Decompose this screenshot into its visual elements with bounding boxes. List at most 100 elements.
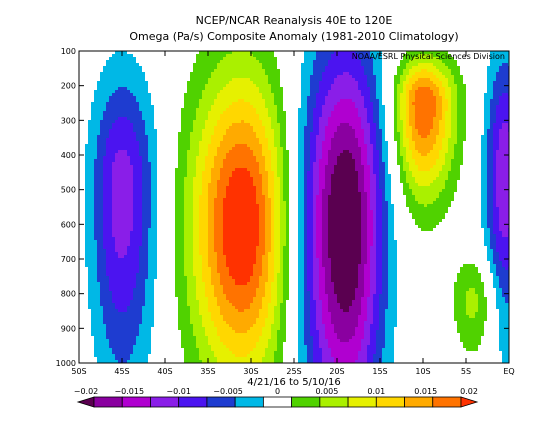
contour-cell xyxy=(286,150,289,153)
contour-cell xyxy=(139,141,142,144)
contour-cell xyxy=(109,165,112,168)
contour-cell xyxy=(415,168,418,171)
contour-cell xyxy=(193,66,196,69)
contour-cell xyxy=(259,66,262,69)
contour-cell xyxy=(316,156,319,159)
contour-cell xyxy=(334,129,337,132)
contour-cell xyxy=(148,135,151,138)
contour-cell xyxy=(199,105,202,108)
contour-cell xyxy=(262,147,265,150)
contour-cell xyxy=(409,114,412,117)
contour-cell xyxy=(436,78,439,81)
contour-cell xyxy=(319,153,322,156)
contour-cell xyxy=(307,51,310,54)
contour-cell xyxy=(493,135,496,138)
contour-cell xyxy=(451,150,454,153)
contour-cell xyxy=(262,51,265,54)
contour-cell xyxy=(487,102,490,105)
contour-cell xyxy=(127,99,130,102)
contour-cell xyxy=(106,150,109,153)
contour-cell xyxy=(133,57,136,60)
contour-cell xyxy=(136,138,139,141)
contour-cell xyxy=(310,141,313,144)
contour-cell xyxy=(187,123,190,126)
contour-cell xyxy=(253,174,256,177)
contour-cell xyxy=(205,150,208,153)
contour-cell xyxy=(370,159,373,162)
contour-cell xyxy=(373,105,376,108)
contour-cell xyxy=(412,150,415,153)
contour-cell xyxy=(91,138,94,141)
contour-cell xyxy=(85,168,88,171)
contour-cell xyxy=(334,174,337,177)
contour-cell xyxy=(154,138,157,141)
contour-cell xyxy=(397,87,400,90)
contour-cell xyxy=(196,90,199,93)
contour-cell xyxy=(457,84,460,87)
contour-cell xyxy=(136,114,139,117)
contour-cell xyxy=(97,156,100,159)
contour-cell xyxy=(490,174,493,177)
contour-cell xyxy=(430,171,433,174)
contour-cell xyxy=(400,96,403,99)
contour-cell xyxy=(379,66,382,69)
contour-cell xyxy=(232,132,235,135)
contour-cell xyxy=(184,93,187,96)
contour-cell xyxy=(115,117,118,120)
contour-cell xyxy=(379,168,382,171)
contour-cell xyxy=(460,108,463,111)
contour-cell xyxy=(241,111,244,114)
contour-cell xyxy=(382,144,385,147)
contour-cell xyxy=(136,159,139,162)
contour-cell xyxy=(277,87,280,90)
contour-cell xyxy=(403,87,406,90)
contour-cell xyxy=(268,72,271,75)
contour-cell xyxy=(307,120,310,123)
contour-cell xyxy=(355,90,358,93)
contour-cell xyxy=(121,75,124,78)
contour-cell xyxy=(115,177,118,180)
contour-cell xyxy=(355,93,358,96)
contour-cell xyxy=(301,174,304,177)
contour-cell xyxy=(424,120,427,123)
contour-cell xyxy=(382,126,385,129)
contour-cell xyxy=(280,177,283,180)
contour-cell xyxy=(274,57,277,60)
contour-cell xyxy=(268,90,271,93)
contour-cell xyxy=(118,171,121,174)
contour-cell xyxy=(493,168,496,171)
contour-cell xyxy=(226,120,229,123)
contour-cell xyxy=(313,174,316,177)
contour-cell xyxy=(106,144,109,147)
contour-cell xyxy=(373,174,376,177)
contour-cell xyxy=(424,162,427,165)
contour-cell xyxy=(433,153,436,156)
contour-cell xyxy=(409,75,412,78)
contour-cell xyxy=(133,150,136,153)
contour-cell xyxy=(244,72,247,75)
contour-cell xyxy=(433,54,436,57)
contour-cell xyxy=(451,144,454,147)
contour-cell xyxy=(94,165,97,168)
contour-cell xyxy=(325,126,328,129)
contour-cell xyxy=(109,168,112,171)
contour-cell xyxy=(142,147,145,150)
contour-cell xyxy=(445,75,448,78)
contour-cell xyxy=(412,159,415,162)
contour-cell xyxy=(268,123,271,126)
contour-cell xyxy=(253,69,256,72)
contour-cell xyxy=(256,117,259,120)
contour-cell xyxy=(205,129,208,132)
contour-cell xyxy=(100,87,103,90)
contour-cell xyxy=(412,129,415,132)
contour-cell xyxy=(424,129,427,132)
contour-cell xyxy=(505,60,508,63)
contour-cell xyxy=(457,156,460,159)
contour-cell xyxy=(94,132,97,135)
contour-cell xyxy=(262,75,265,78)
contour-cell xyxy=(493,54,496,57)
contour-cell xyxy=(220,111,223,114)
contour-cell xyxy=(493,51,496,54)
contour-cell xyxy=(436,135,439,138)
contour-cell xyxy=(415,144,418,147)
